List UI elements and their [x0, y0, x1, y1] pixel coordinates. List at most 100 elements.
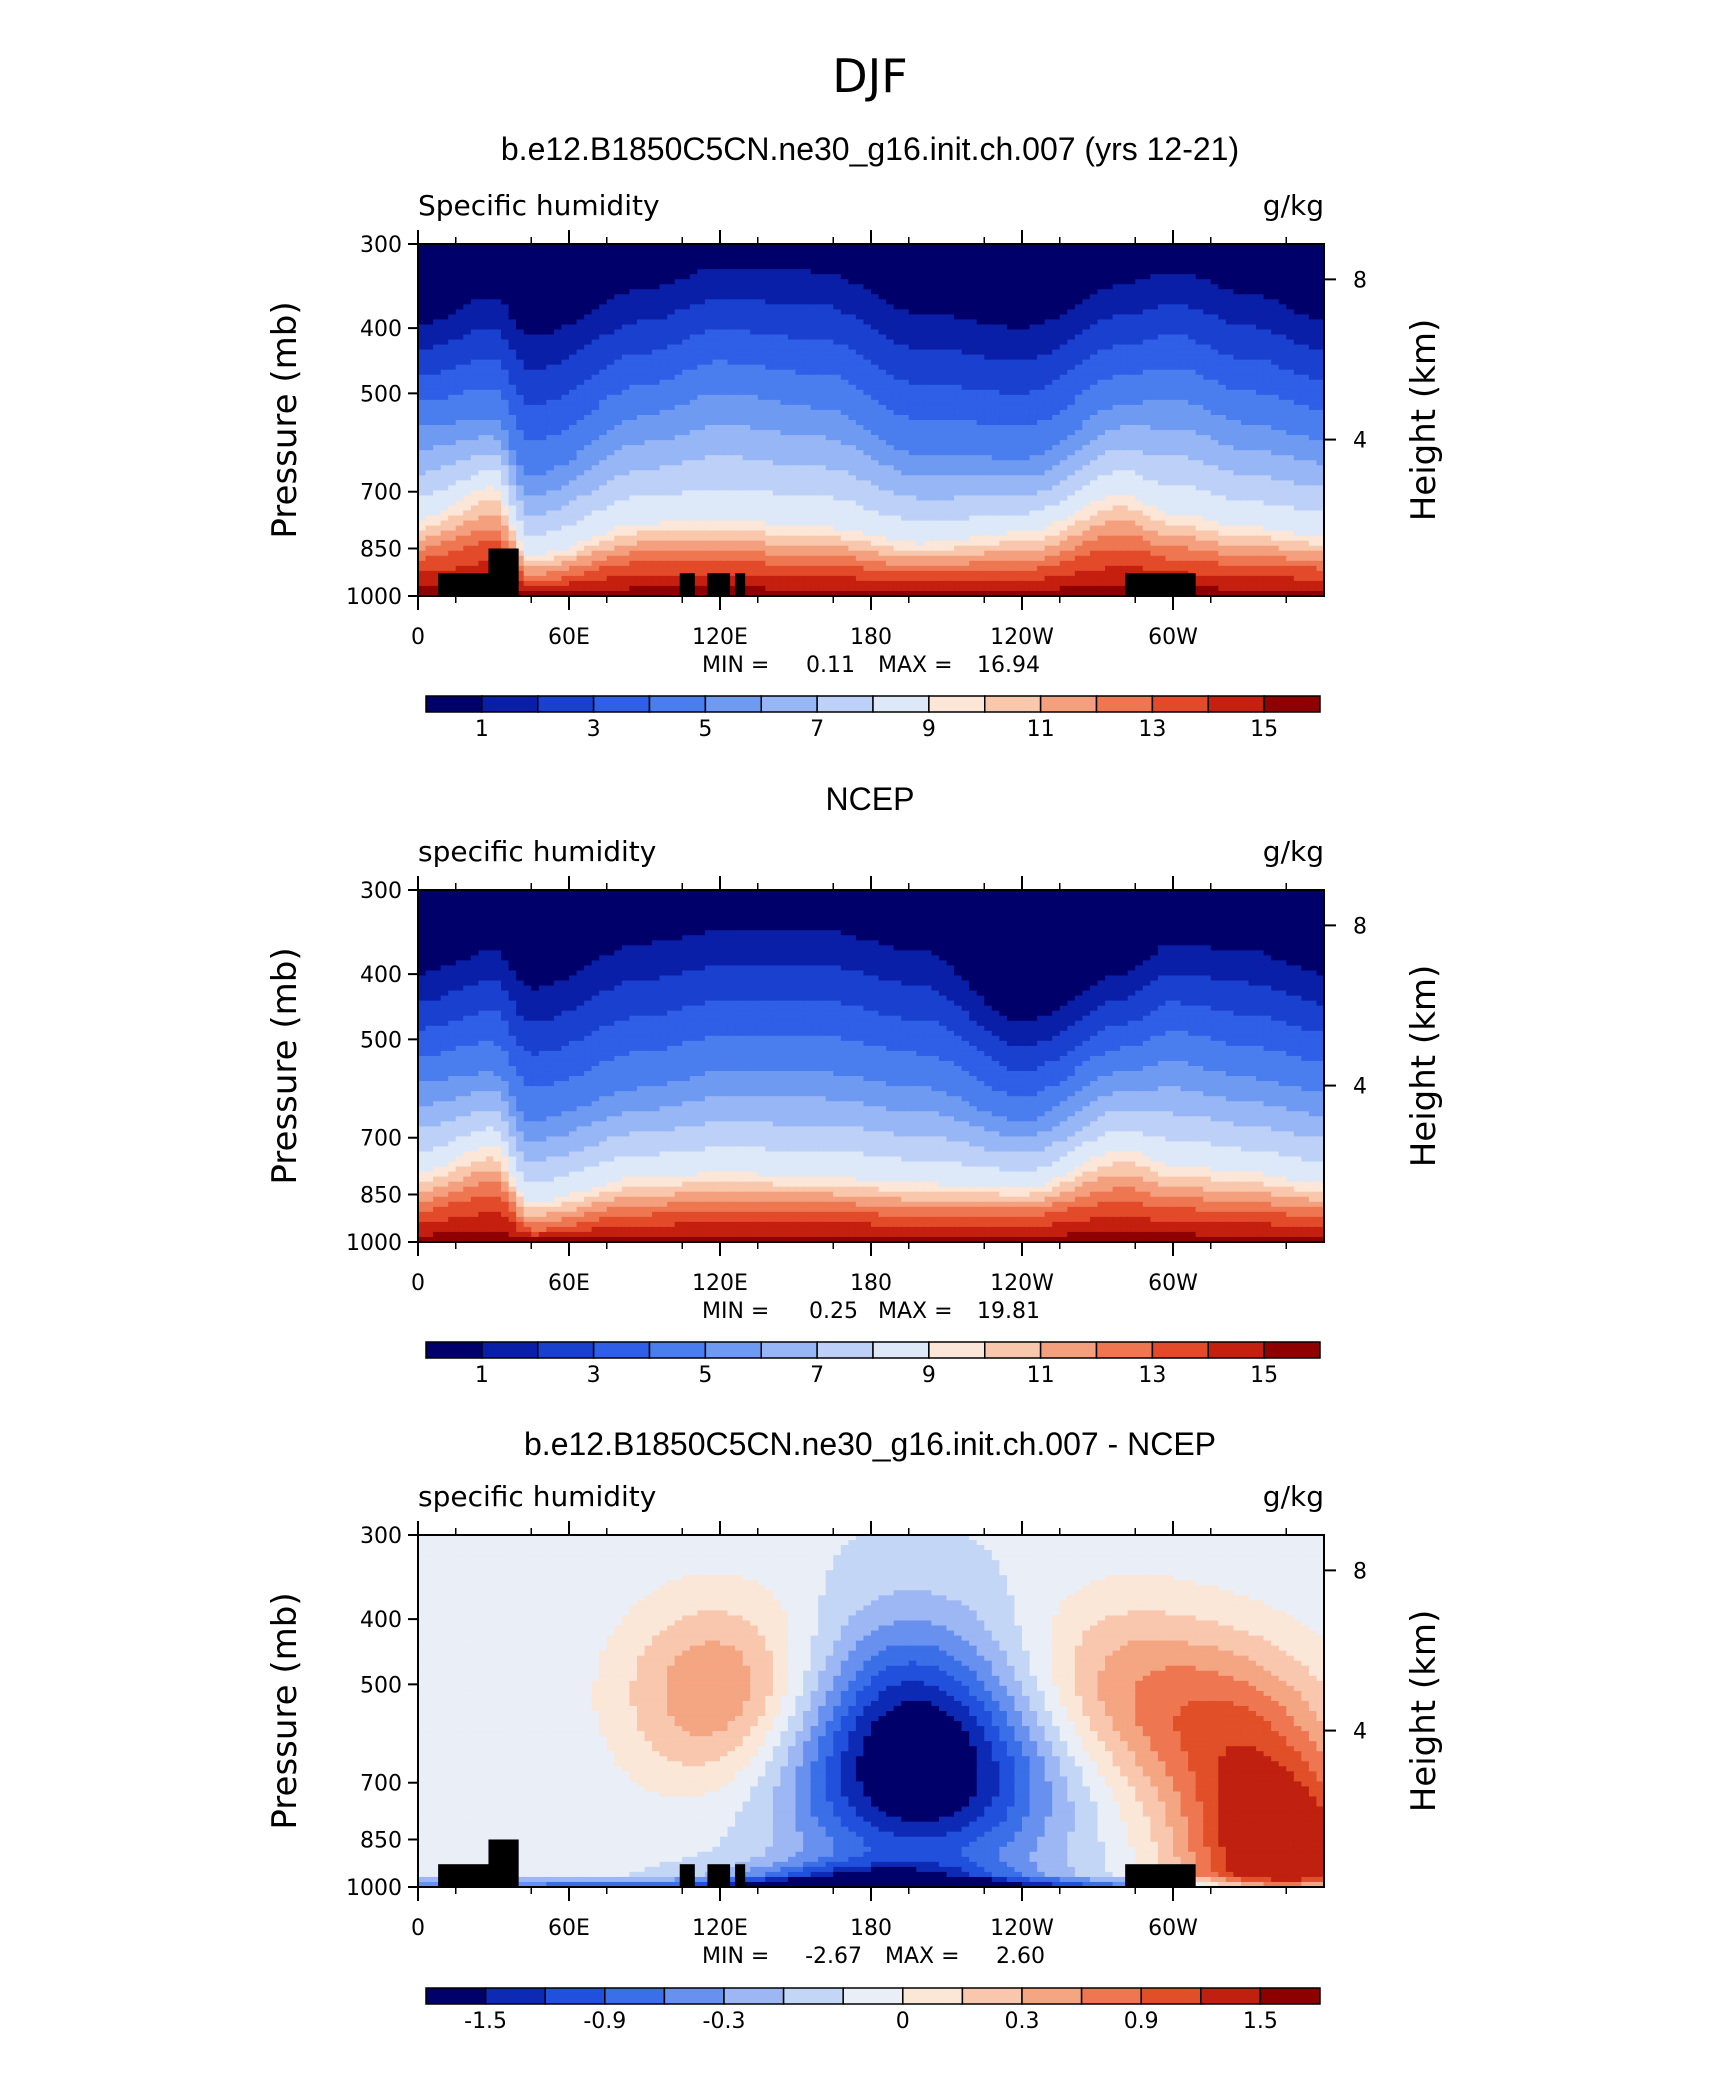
contour-cell: [1029, 354, 1038, 361]
contour-cell: [878, 324, 887, 331]
contour-cell: [1278, 384, 1287, 391]
contour-cell: [1105, 304, 1114, 310]
contour-cell: [1180, 374, 1189, 381]
contour-cell: [682, 259, 691, 265]
contour-cell: [787, 284, 797, 290]
contour-cell: [455, 329, 464, 336]
contour-cell: [584, 369, 593, 376]
contour-cell: [893, 349, 902, 356]
contour-cell: [538, 279, 547, 285]
contour-cell: [1173, 284, 1182, 290]
contour-cell: [433, 420, 442, 426]
contour-cell: [976, 359, 985, 366]
contour-cell: [561, 409, 570, 416]
contour-cell: [720, 414, 729, 421]
contour-cell: [1097, 319, 1106, 326]
contour-cell: [1286, 314, 1295, 321]
contour-cell: [1082, 384, 1091, 391]
contour-cell: [652, 329, 661, 336]
contour-cell: [871, 430, 880, 436]
contour-cell: [780, 389, 789, 396]
contour-cell: [976, 334, 985, 341]
contour-cell: [803, 374, 812, 381]
contour-cell: [1233, 445, 1242, 451]
contour-cell: [727, 259, 736, 265]
contour-cell: [742, 440, 751, 446]
contour-cell: [1044, 294, 1053, 300]
contour-cell: [644, 354, 653, 361]
contour-cell: [652, 359, 661, 366]
contour-cell: [621, 384, 630, 391]
contour-cell: [938, 364, 948, 371]
contour-cell: [1044, 420, 1053, 426]
contour-cell: [470, 284, 479, 290]
contour-cell: [810, 379, 819, 386]
contour-cell: [591, 414, 600, 421]
contour-cell: [599, 304, 608, 310]
contour-cell: [636, 294, 646, 300]
contour-cell: [614, 324, 623, 331]
contour-cell: [750, 384, 759, 391]
contour-cell: [742, 304, 751, 310]
contour-cell: [991, 364, 1000, 371]
contour-cell: [1210, 364, 1219, 371]
contour-cell: [1112, 319, 1121, 326]
contour-cell: [1067, 299, 1076, 305]
contour-cell: [425, 264, 434, 270]
contour-cell: [1210, 435, 1219, 441]
contour-cell: [810, 364, 819, 371]
contour-cell: [523, 269, 532, 275]
contour-cell: [780, 319, 789, 326]
contour-cell: [538, 269, 547, 275]
contour-cell: [969, 420, 978, 426]
contour-cell: [1248, 404, 1257, 411]
contour-cell: [1044, 264, 1053, 270]
contour-cell: [553, 274, 563, 280]
contour-cell: [848, 259, 857, 265]
contour-cell: [984, 259, 993, 265]
contour-cell: [1173, 404, 1182, 411]
contour-cell: [1135, 254, 1144, 260]
contour-cell: [659, 284, 668, 290]
contour-cell: [1173, 379, 1182, 386]
contour-cell: [1089, 264, 1099, 270]
contour-cell: [425, 440, 434, 446]
contour-cell: [569, 249, 578, 255]
contour-cell: [682, 374, 691, 381]
contour-cell: [448, 389, 457, 396]
contour-cell: [1218, 249, 1227, 255]
contour-cell: [803, 344, 812, 351]
contour-cell: [591, 399, 600, 406]
contour-cell: [636, 445, 646, 451]
contour-cell: [1173, 374, 1182, 381]
contour-cell: [893, 435, 902, 441]
contour-cell: [1173, 264, 1182, 270]
contour-cell: [493, 450, 502, 456]
contour-cell: [1074, 329, 1083, 336]
contour-cell: [1233, 304, 1242, 310]
contour-cell: [569, 445, 578, 451]
contour-cell: [840, 450, 849, 456]
contour-cell: [697, 374, 706, 381]
contour-cell: [1082, 394, 1091, 401]
contour-cell: [448, 259, 457, 265]
contour-cell: [810, 414, 819, 421]
contour-cell: [1278, 334, 1287, 341]
contour-cell: [1278, 409, 1287, 416]
contour-cell: [470, 329, 479, 336]
contour-cell: [1135, 344, 1144, 351]
contour-cell: [682, 249, 691, 255]
contour-cell: [1203, 289, 1212, 295]
contour-cell: [516, 435, 525, 441]
contour-cell: [961, 414, 970, 421]
contour-cell: [644, 279, 653, 285]
contour-cell: [893, 319, 902, 326]
contour-cell: [954, 389, 963, 396]
contour-cell: [908, 304, 917, 310]
contour-cell: [1240, 249, 1250, 255]
contour-cell: [697, 404, 706, 411]
contour-cell: [1233, 334, 1242, 341]
contour-cell: [923, 339, 932, 346]
contour-cell: [999, 349, 1008, 356]
contour-cell: [674, 364, 683, 371]
